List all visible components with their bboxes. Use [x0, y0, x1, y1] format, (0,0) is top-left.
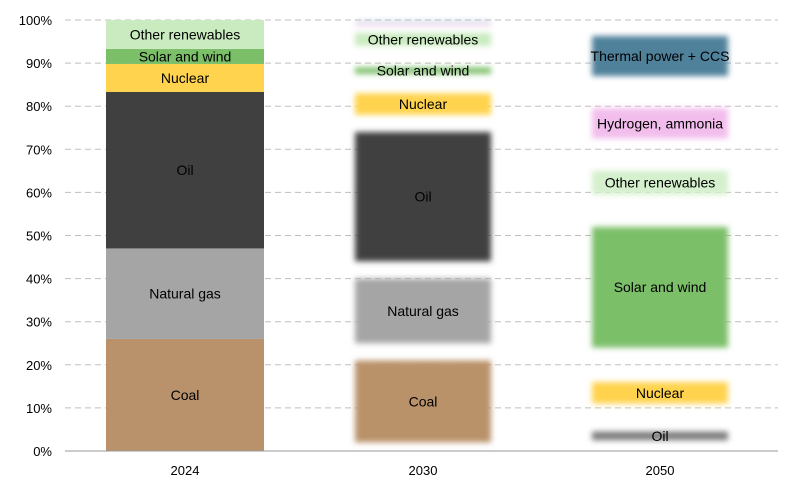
y-tick-label: 80%	[26, 99, 52, 114]
segment-label: Natural gas	[149, 286, 221, 302]
segment-label: Solar and wind	[139, 48, 232, 64]
segment-nuclear	[355, 93, 491, 115]
segment-label: Nuclear	[636, 385, 685, 401]
segment-other-renewables	[592, 170, 728, 195]
segment-thermal-power-ccs	[355, 21, 491, 23]
segment-label: Oil	[414, 189, 431, 205]
segment-label: Oil	[651, 428, 668, 444]
segment-label: Other renewables	[605, 175, 716, 191]
segment-label: Other renewables	[130, 26, 241, 42]
bar-2050	[592, 35, 728, 441]
bar-2030	[355, 21, 491, 443]
segment-other-renewables	[355, 32, 491, 46]
segment-natural-gas	[106, 248, 264, 339]
segment-hydrogen-ammonia	[592, 108, 728, 139]
segment-oil	[355, 132, 491, 262]
y-tick-label: 0%	[33, 444, 52, 459]
segment-label: Coal	[409, 393, 438, 409]
segment-nuclear	[106, 63, 264, 92]
segment-label: Solar and wind	[614, 279, 707, 295]
segment-hydrogen-ammonia	[355, 24, 491, 27]
y-tick-label: 60%	[26, 185, 52, 200]
y-tick-label: 100%	[19, 13, 53, 28]
segment-coal	[106, 338, 264, 451]
segment-label: Hydrogen, ammonia	[597, 115, 723, 131]
segment-natural-gas	[355, 278, 491, 344]
segment-label: Coal	[171, 387, 200, 403]
y-tick-label: 40%	[26, 272, 52, 287]
y-tick-label: 70%	[26, 142, 52, 157]
y-tick-label: 50%	[26, 229, 52, 244]
segment-thermal-power-ccs	[592, 35, 728, 77]
segment-label: Nuclear	[161, 70, 210, 86]
segment-label: Thermal power + CCS	[591, 48, 730, 64]
bar-2024	[106, 20, 264, 451]
segment-label: Oil	[176, 162, 193, 178]
x-tick-label: 2030	[409, 463, 438, 478]
segment-oil	[106, 91, 264, 249]
x-tick-label: 2050	[646, 463, 675, 478]
segment-solar-and-wind	[592, 226, 728, 348]
y-tick-label: 10%	[26, 401, 52, 416]
x-tick-label: 2024	[171, 463, 200, 478]
y-tick-label: 90%	[26, 56, 52, 71]
y-tick-label: 20%	[26, 358, 52, 373]
segment-solar-and-wind	[106, 48, 264, 64]
segment-other-renewables	[106, 20, 264, 49]
y-tick-label: 30%	[26, 315, 52, 330]
segment-label: Natural gas	[387, 303, 459, 319]
segment-label: Other renewables	[368, 31, 479, 47]
segment-label: Nuclear	[399, 96, 448, 112]
segment-label: Solar and wind	[377, 63, 470, 79]
segment-oil	[592, 431, 728, 441]
segment-coal	[355, 360, 491, 443]
segment-solar-and-wind	[355, 67, 491, 74]
segment-nuclear	[592, 382, 728, 404]
